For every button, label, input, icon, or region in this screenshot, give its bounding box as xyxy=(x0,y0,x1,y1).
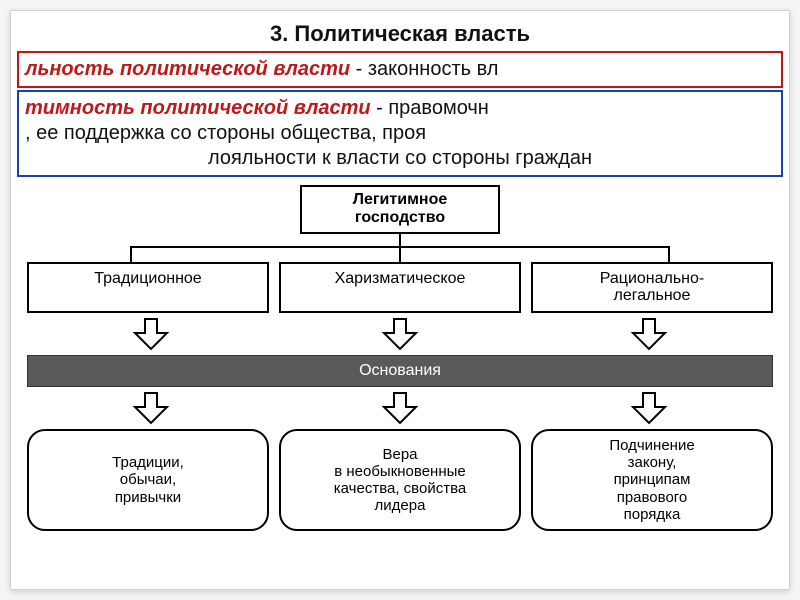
definition-legitimacy-line2: , ее поддержка со стороны общества, проя xyxy=(25,121,775,146)
definition-legitimacy-rest1: - правомочн xyxy=(371,97,489,119)
type-traditional: Традиционное xyxy=(27,262,269,313)
arrows-row-1 xyxy=(27,317,773,351)
connector-drop xyxy=(668,248,670,262)
definition-legality: льность политической власти - законность… xyxy=(17,51,783,88)
arrow-down-icon xyxy=(276,317,525,351)
root-node-label: Легитимноегосподство xyxy=(353,191,447,226)
connector-root xyxy=(17,234,783,262)
arrow-down-icon xyxy=(524,317,773,351)
connector-drops xyxy=(130,248,670,262)
slide: 3. Политическая власть льность политичес… xyxy=(10,10,790,590)
types-row: Традиционное Харизматическое Рационально… xyxy=(27,262,773,313)
connector-drop xyxy=(399,248,401,262)
desc-label: Традиции,обычаи,привычки xyxy=(112,454,184,506)
page-title: 3. Политическая власть xyxy=(17,21,783,47)
definition-legitimacy-line3: лояльности к власти со стороны граждан xyxy=(25,146,775,171)
arrow-down-icon xyxy=(27,391,276,425)
definition-legality-rest: - законность вл xyxy=(350,58,498,80)
desc-label: Верав необыкновенныекачества, свойствали… xyxy=(334,446,466,515)
root-node: Легитимноегосподство xyxy=(300,185,500,234)
descriptions-row: Традиции,обычаи,привычки Верав необыкнов… xyxy=(27,429,773,531)
connector-drop xyxy=(130,248,132,262)
connector-stem xyxy=(399,234,401,246)
type-rational-legal: Рационально-легальное xyxy=(531,262,773,313)
arrow-down-icon xyxy=(524,391,773,425)
definition-legitimacy: тимность политической власти - правомочн… xyxy=(17,90,783,177)
type-charismatic: Харизматическое xyxy=(279,262,521,313)
type-label: Традиционное xyxy=(94,270,201,287)
desc-label: Подчинениезакону,принципамправовогопоряд… xyxy=(609,437,694,523)
type-label: Рационально-легальное xyxy=(600,270,705,305)
arrow-down-icon xyxy=(27,317,276,351)
type-label: Харизматическое xyxy=(335,270,466,287)
desc-charismatic: Верав необыкновенныекачества, свойствали… xyxy=(279,429,521,531)
desc-rational-legal: Подчинениезакону,принципамправовогопоряд… xyxy=(531,429,773,531)
arrows-row-2 xyxy=(27,391,773,425)
definition-legitimacy-term: тимность политической власти xyxy=(25,97,371,119)
basis-bar: Основания xyxy=(27,355,773,387)
arrow-down-icon xyxy=(276,391,525,425)
diagram: Легитимноегосподство Традиционное Харизм… xyxy=(17,185,783,531)
definition-legality-term: льность политической власти xyxy=(25,58,350,80)
desc-traditional: Традиции,обычаи,привычки xyxy=(27,429,269,531)
